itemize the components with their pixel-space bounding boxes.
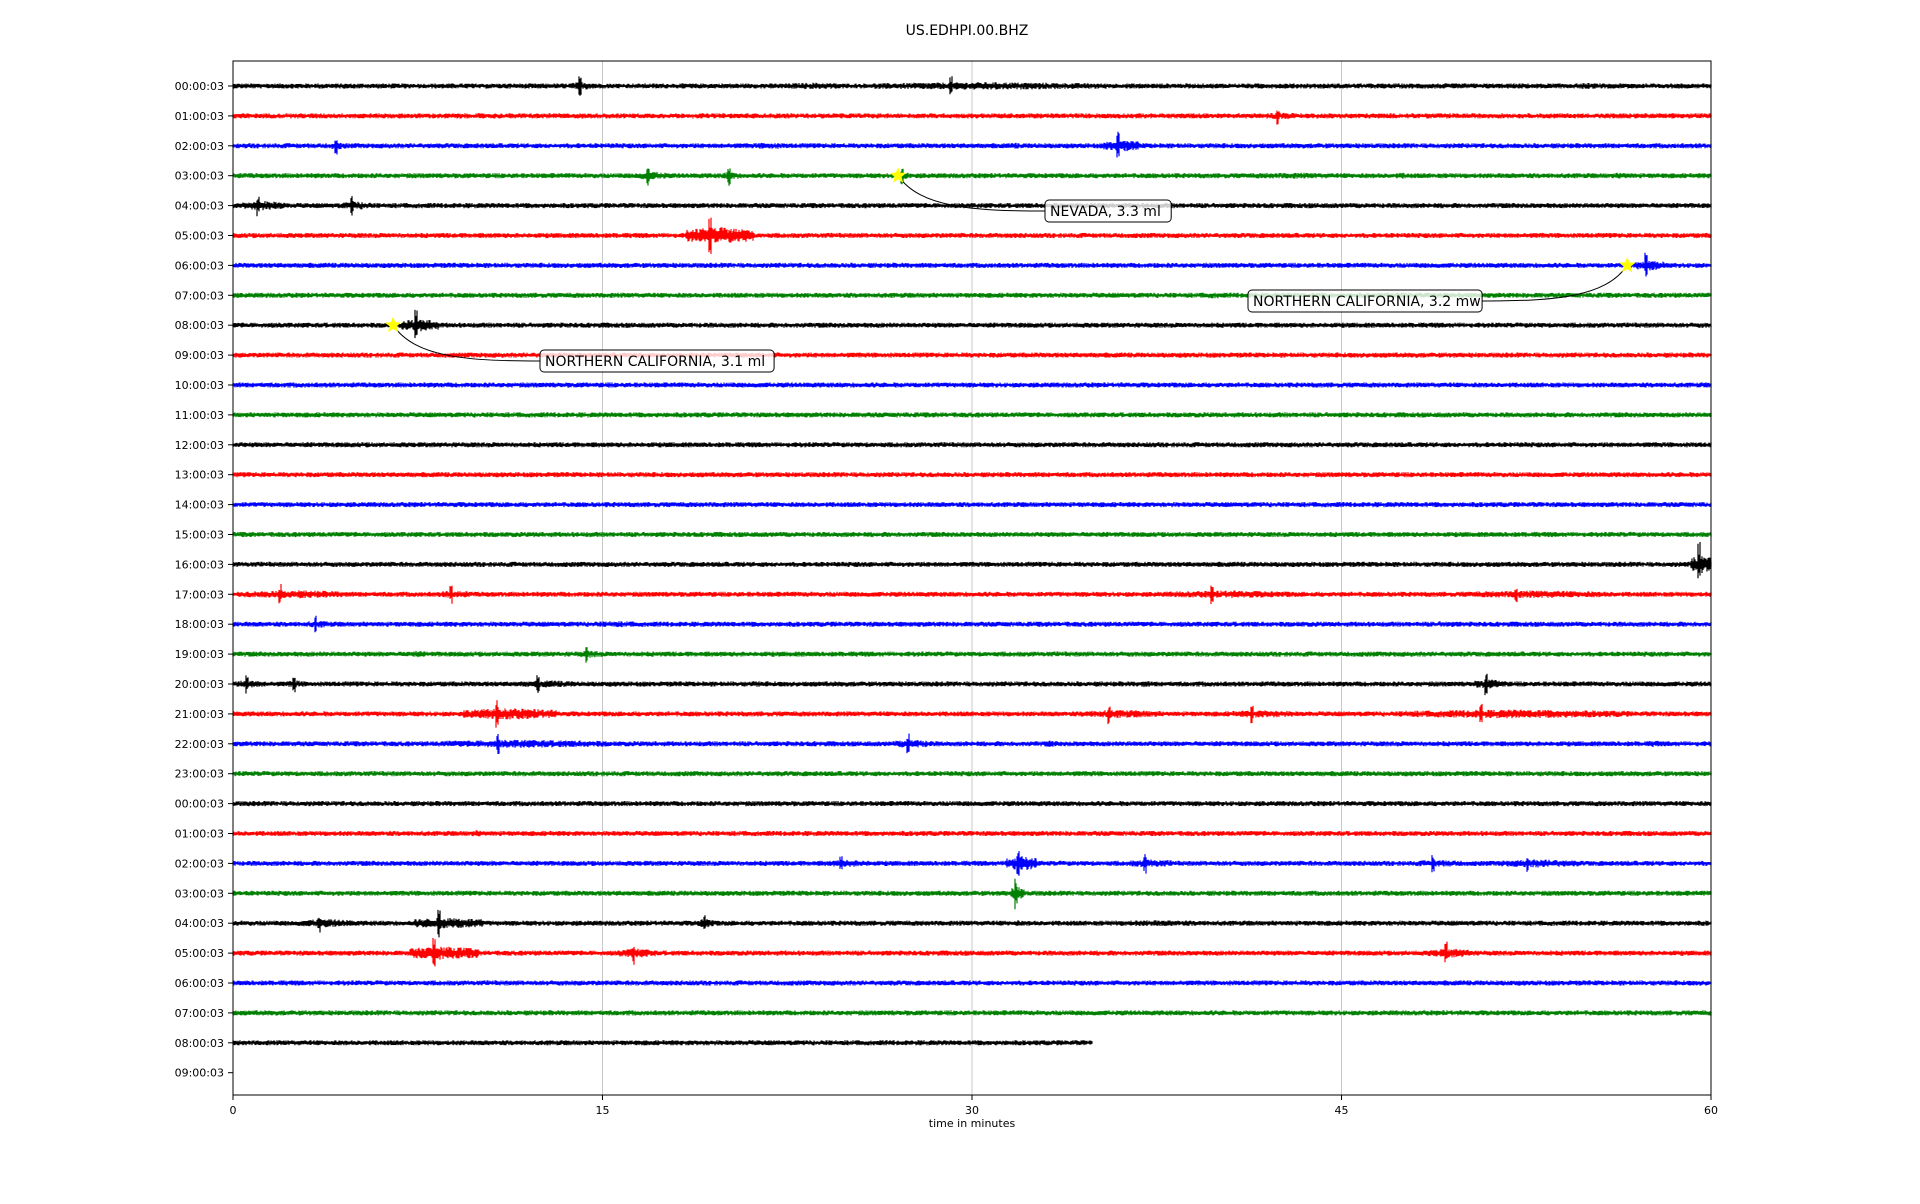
row-time-label: 17:00:03: [175, 588, 224, 601]
row-time-label: 01:00:03: [175, 110, 224, 123]
row-time-label: 00:00:03: [175, 798, 224, 811]
event-annotation: NEVADA, 3.3 ml: [889, 167, 1172, 223]
row-time-label: 23:00:03: [175, 768, 224, 781]
annotation-connector: [1482, 265, 1628, 302]
x-tick-label: 0: [230, 1104, 237, 1117]
event-star-icon: [1618, 256, 1636, 273]
event-annotation: NORTHERN CALIFORNIA, 3.2 mw: [1247, 256, 1636, 313]
row-time-label: 15:00:03: [175, 529, 224, 542]
annotation-box: [539, 349, 775, 373]
event-annotation: NORTHERN CALIFORNIA, 3.1 ml: [384, 316, 775, 373]
event-star-icon: [384, 316, 402, 333]
row-time-label: 07:00:03: [175, 1007, 224, 1020]
row-time-label: 18:00:03: [175, 618, 224, 631]
row-time-label: 00:00:03: [175, 80, 224, 93]
chart-title: US.EDHPI.00.BHZ: [906, 23, 1029, 39]
row-time-label: 08:00:03: [175, 319, 224, 332]
row-time-label: 14:00:03: [175, 499, 224, 512]
row-time-label: 06:00:03: [175, 259, 224, 272]
row-time-label: 06:00:03: [175, 977, 224, 990]
row-time-label: 09:00:03: [175, 349, 224, 362]
annotation-connector: [897, 175, 1046, 212]
annotation-label: NEVADA, 3.3 ml: [1050, 204, 1161, 220]
row-time-label: 04:00:03: [175, 917, 224, 930]
row-time-label: 04:00:03: [175, 200, 224, 213]
x-tick-label: 15: [596, 1104, 610, 1117]
plot-frame: [232, 60, 1712, 1096]
annotation-connector: [392, 324, 541, 362]
row-time-label: 22:00:03: [175, 738, 224, 751]
row-time-label: 07:00:03: [175, 289, 224, 302]
row-time-label: 10:00:03: [175, 379, 224, 392]
event-annotations: NEVADA, 3.3 ml NORTHERN CALIFORNIA, 3.2 m…: [384, 167, 1636, 373]
x-tick-label: 60: [1704, 1104, 1718, 1117]
x-axis-ticks: 0 15 30 45 60: [230, 1095, 1718, 1117]
row-time-label: 03:00:03: [175, 170, 224, 183]
row-time-label: 02:00:03: [175, 857, 224, 870]
row-time-label: 01:00:03: [175, 828, 224, 841]
row-time-label: 05:00:03: [175, 947, 224, 960]
row-time-label: 02:00:03: [175, 140, 224, 153]
x-axis-label: time in minutes: [929, 1117, 1016, 1130]
annotation-box: [1044, 199, 1172, 223]
annotation-label: NORTHERN CALIFORNIA, 3.2 mw: [1253, 294, 1481, 310]
annotation-box: [1247, 289, 1483, 313]
row-time-label: 21:00:03: [175, 708, 224, 721]
row-time-labels: 00:00:03 01:00:03 02:00:03 03:00:03 04:00:03…: [175, 80, 233, 1080]
x-tick-label: 45: [1335, 1104, 1349, 1117]
row-time-label: 16:00:03: [175, 558, 224, 571]
x-tick-label: 30: [965, 1104, 979, 1117]
row-time-label: 19:00:03: [175, 648, 224, 661]
row-time-label: 20:00:03: [175, 678, 224, 691]
row-time-label: 13:00:03: [175, 469, 224, 482]
row-time-label: 08:00:03: [175, 1037, 224, 1050]
annotation-label: NORTHERN CALIFORNIA, 3.1 ml: [545, 354, 765, 370]
row-time-label: 03:00:03: [175, 887, 224, 900]
event-star-icon: [889, 167, 907, 183]
row-time-label: 12:00:03: [175, 439, 224, 452]
row-time-label: 11:00:03: [175, 409, 224, 422]
row-time-label: 05:00:03: [175, 230, 224, 243]
row-time-label: 09:00:03: [175, 1067, 224, 1080]
